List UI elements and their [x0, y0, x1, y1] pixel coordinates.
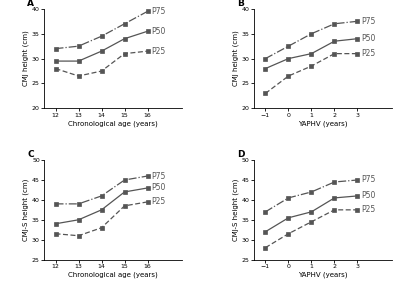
Y-axis label: CMJ height (cm): CMJ height (cm) — [23, 31, 29, 86]
Text: C: C — [28, 150, 34, 159]
Text: P50: P50 — [151, 183, 165, 192]
Text: P50: P50 — [151, 27, 165, 36]
Text: P75: P75 — [151, 7, 165, 16]
X-axis label: YAPHV (years): YAPHV (years) — [298, 120, 348, 127]
Text: P25: P25 — [361, 49, 375, 58]
Text: P25: P25 — [361, 205, 375, 214]
Text: A: A — [28, 0, 34, 8]
Text: P75: P75 — [361, 17, 375, 26]
Text: B: B — [237, 0, 244, 8]
Text: D: D — [237, 150, 245, 159]
Text: P50: P50 — [361, 34, 375, 43]
Y-axis label: CMJ-S height (cm): CMJ-S height (cm) — [23, 179, 29, 241]
X-axis label: Chronological age (years): Chronological age (years) — [68, 271, 158, 278]
Y-axis label: CMJ-S height (cm): CMJ-S height (cm) — [232, 179, 239, 241]
Text: P25: P25 — [151, 197, 165, 206]
Text: P25: P25 — [151, 47, 165, 56]
Text: P50: P50 — [361, 191, 375, 200]
Y-axis label: CMJ height (cm): CMJ height (cm) — [232, 31, 239, 86]
X-axis label: YAPHV (years): YAPHV (years) — [298, 271, 348, 278]
Text: P75: P75 — [151, 171, 165, 181]
Text: P75: P75 — [361, 176, 375, 184]
X-axis label: Chronological age (years): Chronological age (years) — [68, 120, 158, 127]
